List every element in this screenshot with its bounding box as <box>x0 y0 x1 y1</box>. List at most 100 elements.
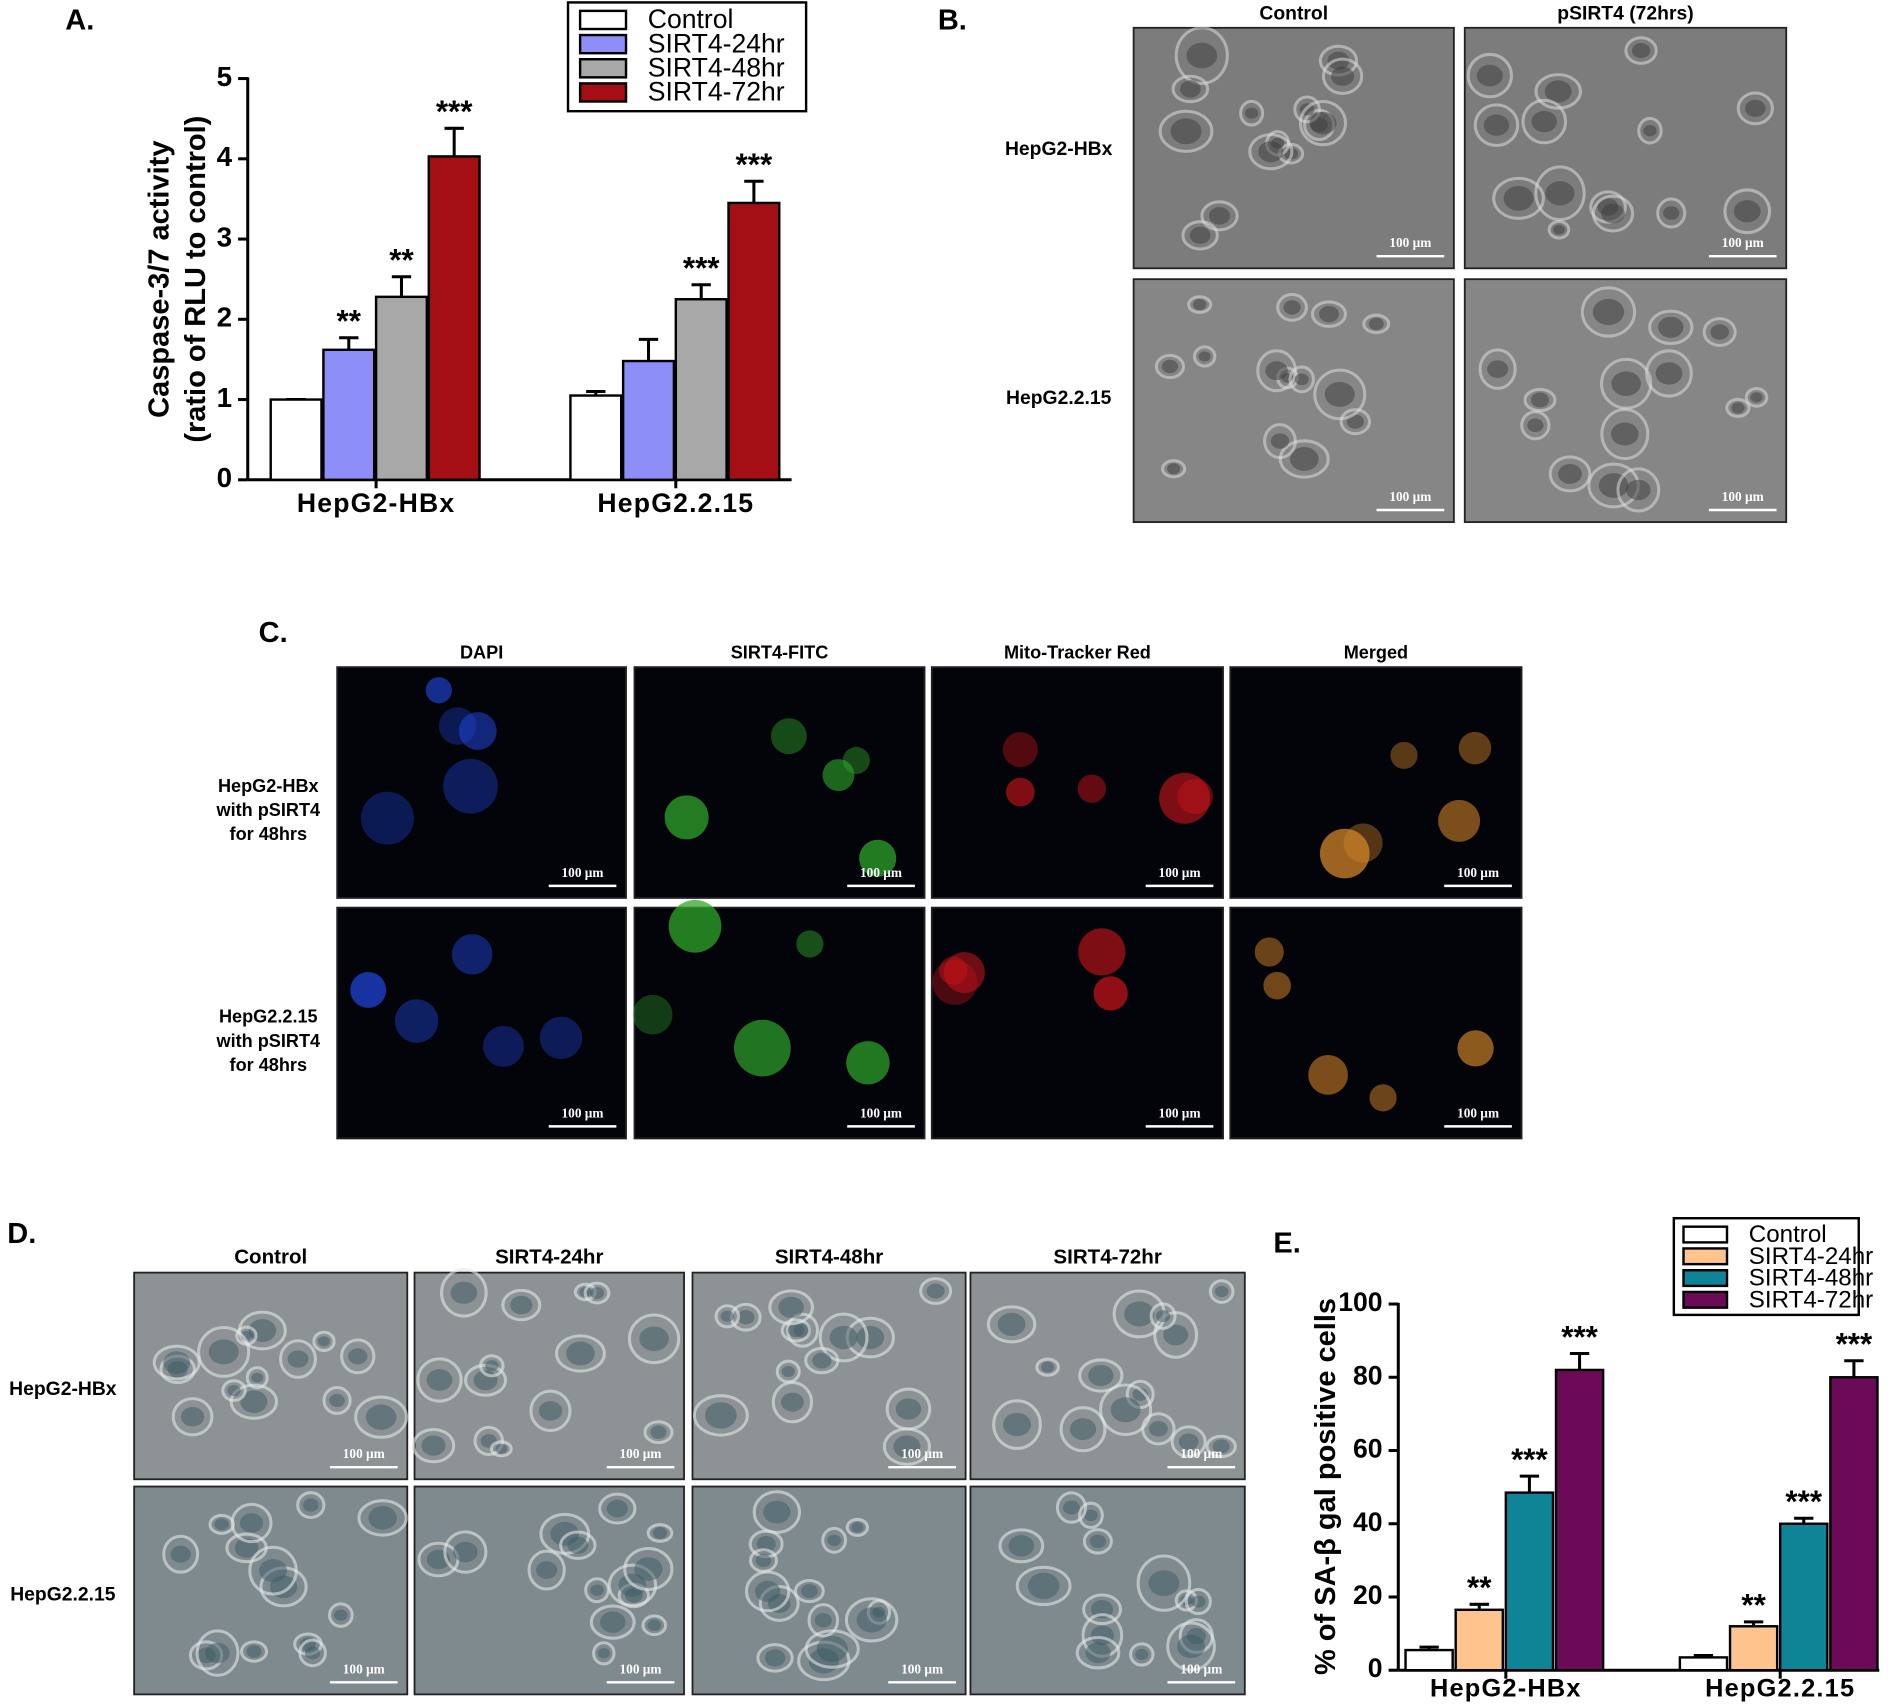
cell-body <box>1626 479 1651 501</box>
cell <box>443 758 498 814</box>
cell <box>1166 1621 1216 1672</box>
cell <box>1600 357 1653 410</box>
cell <box>992 1399 1042 1450</box>
cell-body <box>208 1339 239 1365</box>
cell-body <box>1170 118 1202 145</box>
cell-body <box>1069 1418 1097 1441</box>
cell <box>479 1354 505 1378</box>
cell-body <box>368 1506 397 1530</box>
cell-body <box>1089 1534 1106 1549</box>
cell <box>489 1440 513 1458</box>
cell-body <box>1643 125 1657 137</box>
cell <box>1276 293 1308 322</box>
cell-body <box>652 1527 668 1539</box>
scale-bar-label: 100 µm <box>343 1661 385 1676</box>
cell <box>171 1397 214 1437</box>
cell <box>986 1305 1037 1344</box>
cell <box>1548 455 1592 493</box>
cell-body <box>801 1584 818 1599</box>
cell <box>411 1427 456 1464</box>
row-label-line: with pSIRT4 <box>215 800 320 820</box>
row-label-line: HepG2-HBx <box>9 1379 117 1400</box>
cell <box>229 1383 278 1420</box>
legend-label: SIRT4-48hr <box>648 53 785 83</box>
cell <box>770 718 807 755</box>
cell <box>1478 348 1517 390</box>
cell <box>1343 823 1383 863</box>
cell-body <box>1245 107 1259 119</box>
cell-body <box>1179 80 1201 98</box>
significance-label: *** <box>1511 1442 1548 1477</box>
cell-body <box>1487 360 1509 378</box>
y-tick-label: 0 <box>1368 1653 1383 1683</box>
cell-body <box>1027 1572 1060 1600</box>
micrograph <box>1229 666 1523 899</box>
cell-body <box>239 1513 264 1533</box>
cell <box>1149 1302 1177 1330</box>
cell <box>197 1325 251 1378</box>
bar <box>569 394 623 482</box>
cell <box>1321 57 1364 95</box>
cell <box>1055 1491 1088 1524</box>
cell-body <box>317 1336 331 1347</box>
cell <box>451 934 493 975</box>
y-axis-label-line: Caspase-3/7 activity <box>143 141 175 418</box>
panel-label: E. <box>1273 1227 1300 1259</box>
significance-label: ** <box>389 243 414 278</box>
cell-body <box>816 1635 848 1662</box>
cell-body <box>1545 181 1575 206</box>
cell <box>1171 74 1210 104</box>
cell-body <box>1258 141 1284 163</box>
cell <box>646 1523 674 1543</box>
cell-body <box>170 1545 191 1563</box>
scale-bar-label: 100 µm <box>901 1446 943 1461</box>
legend-swatch <box>578 33 628 55</box>
y-tick-label: 60 <box>1353 1434 1383 1464</box>
cell <box>1656 197 1687 229</box>
cell-body <box>1167 463 1181 475</box>
cell <box>845 1517 869 1537</box>
legend-label: SIRT4-72hr <box>648 77 785 107</box>
cell-body <box>1283 300 1301 315</box>
cell <box>842 746 870 774</box>
cell <box>539 1016 583 1060</box>
cell <box>1362 313 1391 335</box>
cell <box>298 1638 327 1668</box>
cell <box>1129 1642 1155 1667</box>
bar <box>269 398 323 482</box>
cell-body <box>259 1559 287 1583</box>
cell <box>632 994 673 1035</box>
cell-body <box>1189 226 1211 244</box>
cell-body <box>450 1281 478 1304</box>
micrograph <box>930 906 1224 1140</box>
cell <box>668 899 722 953</box>
scale-bar-label: 100 µm <box>860 865 902 880</box>
cell <box>1154 353 1186 380</box>
cell <box>1319 828 1370 879</box>
cell-body <box>781 1366 795 1378</box>
bar <box>1678 1656 1729 1672</box>
y-tick-label: 5 <box>217 61 232 92</box>
cell <box>1075 1636 1121 1670</box>
cell-body <box>1212 1439 1230 1454</box>
cell <box>1466 52 1513 99</box>
cell <box>1078 1501 1104 1530</box>
cell <box>793 1579 825 1604</box>
cell <box>162 1534 200 1574</box>
micrograph <box>1132 278 1455 524</box>
cell <box>786 1312 820 1348</box>
cell-body <box>893 1435 921 1458</box>
cell <box>943 952 985 994</box>
cell-body <box>1655 362 1683 385</box>
cell <box>1725 397 1751 418</box>
cell <box>1006 777 1035 807</box>
cell <box>239 1640 269 1663</box>
legend-label: SIRT4-24hr <box>648 28 785 58</box>
cell <box>998 1528 1045 1564</box>
legend-swatch <box>1682 1268 1729 1288</box>
cell-body <box>814 1613 832 1628</box>
row-label-line: HepG2-HBx <box>1005 139 1113 160</box>
row-label-line: HepG2-HBx <box>218 776 319 796</box>
